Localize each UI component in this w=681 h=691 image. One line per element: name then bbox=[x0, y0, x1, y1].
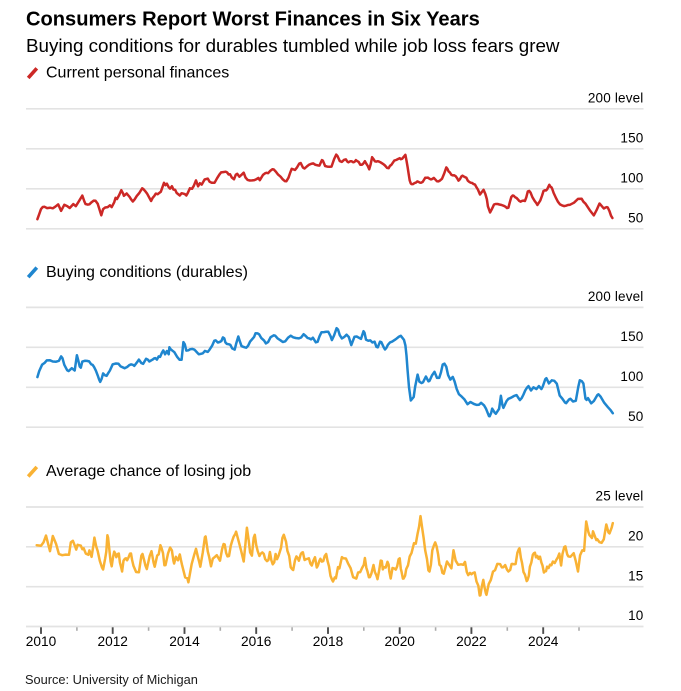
svg-text:15: 15 bbox=[628, 568, 643, 583]
svg-text:10: 10 bbox=[628, 608, 643, 623]
svg-text:2014: 2014 bbox=[169, 634, 200, 649]
svg-text:50: 50 bbox=[628, 211, 643, 226]
svg-text:100: 100 bbox=[620, 171, 643, 186]
svg-text:Source: University of Michigan: Source: University of Michigan bbox=[25, 672, 198, 687]
svg-text:150: 150 bbox=[620, 329, 643, 344]
svg-text:2010: 2010 bbox=[26, 634, 57, 649]
svg-text:Current personal finances: Current personal finances bbox=[46, 65, 229, 82]
svg-text:2020: 2020 bbox=[384, 634, 415, 649]
svg-text:Consumers Report Worst Finance: Consumers Report Worst Finances in Six Y… bbox=[26, 9, 480, 31]
svg-text:100: 100 bbox=[620, 369, 643, 384]
svg-text:2012: 2012 bbox=[97, 634, 127, 649]
svg-text:2024: 2024 bbox=[528, 634, 559, 649]
svg-text:2016: 2016 bbox=[241, 634, 272, 649]
svg-text:25 level: 25 level bbox=[596, 489, 644, 504]
svg-text:200 level: 200 level bbox=[588, 289, 644, 304]
svg-text:Buying conditions for durables: Buying conditions for durables tumbled w… bbox=[26, 35, 560, 56]
svg-text:200 level: 200 level bbox=[588, 91, 644, 106]
svg-text:Average chance of losing job: Average chance of losing job bbox=[46, 463, 251, 480]
svg-text:20: 20 bbox=[628, 529, 643, 544]
svg-text:50: 50 bbox=[628, 409, 643, 424]
svg-text:2018: 2018 bbox=[313, 634, 344, 649]
svg-text:2022: 2022 bbox=[456, 634, 486, 649]
svg-text:150: 150 bbox=[620, 131, 643, 146]
svg-text:Buying conditions (durables): Buying conditions (durables) bbox=[46, 264, 248, 281]
